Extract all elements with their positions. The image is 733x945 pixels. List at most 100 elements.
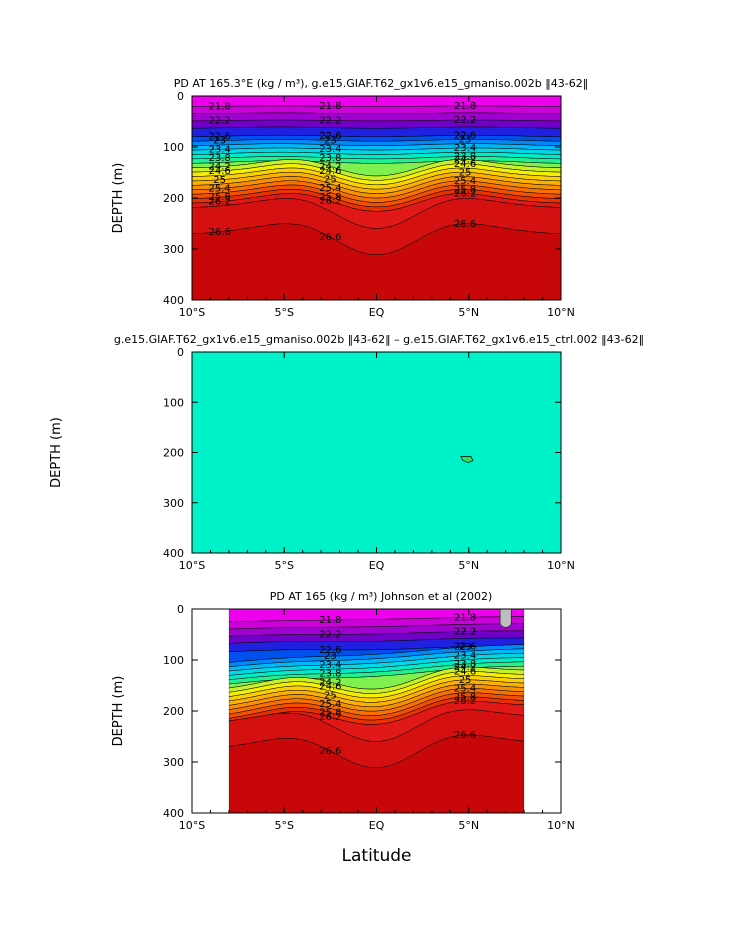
x-axis-title: Latitude xyxy=(342,846,412,866)
contour-label: 24.2 xyxy=(319,161,341,172)
contour-label: 25.8 xyxy=(209,192,231,203)
contour-label: 24.2 xyxy=(454,662,476,673)
contour-label: 23.4 xyxy=(319,144,341,155)
panel-difference: 10°S 5°S EQ 5°N 10°N 0 100 200 300 400 DEPTH (m) g.… xyxy=(49,333,644,572)
contour-label: 24.2 xyxy=(454,155,476,166)
y-tick-label: 100 xyxy=(163,396,184,409)
y-axis-title: DEPTH (m) xyxy=(111,163,126,234)
contour-label: 24.6 xyxy=(454,666,476,677)
contour-label: 23 xyxy=(213,136,226,147)
contour-label: 25 xyxy=(459,675,472,686)
contour-label: 25 xyxy=(213,175,226,186)
y-tick-label: 200 xyxy=(163,705,184,718)
y-axis-title: DEPTH (m) xyxy=(49,417,64,488)
y-tick-label: 0 xyxy=(177,90,184,103)
contour-label: 25 xyxy=(459,167,472,178)
contour-label: 26.2 xyxy=(454,696,476,707)
y-tick-label: 100 xyxy=(163,654,184,667)
contour-label: 26.2 xyxy=(319,196,341,207)
contour-label: 22.6 xyxy=(454,130,476,141)
x-tick-label: 5°N xyxy=(458,819,479,832)
density-band xyxy=(192,126,561,138)
y-axis-title: DEPTH (m) xyxy=(111,676,126,747)
contour-label: 25.4 xyxy=(209,184,231,195)
density-band xyxy=(192,112,561,122)
contour-labels: 21.8 21.8 21.822.2 22.2 22.222.6 22.6 22.623 23… xyxy=(209,101,477,243)
contour-label: 22.2 xyxy=(454,626,476,637)
y-tick-label: 0 xyxy=(177,346,184,359)
contour-label: 23.8 xyxy=(454,152,476,163)
panel-title: PD AT 165 (kg / m³) Johnson et al (2002) xyxy=(270,590,493,603)
contour-label: 25 xyxy=(324,690,337,701)
x-tick-label: EQ xyxy=(369,559,385,572)
contour-label: 26.6 xyxy=(319,746,341,757)
contour-label: 26.6 xyxy=(454,730,476,741)
contour-label: 26.6 xyxy=(454,219,476,230)
y-tick-label: 400 xyxy=(163,807,184,820)
contour-label: 24.6 xyxy=(319,166,341,177)
contour-label: 26.6 xyxy=(209,227,231,238)
contour-label: 23.4 xyxy=(209,144,231,155)
contour-label: 25.4 xyxy=(454,683,476,694)
contour-label: 25 xyxy=(324,175,337,186)
x-tick-label: 10°N xyxy=(547,306,575,319)
contour-label: 22.2 xyxy=(454,115,476,126)
contour-label: 24.2 xyxy=(319,677,341,688)
contour-label: 26.2 xyxy=(209,197,231,208)
density-field xyxy=(228,609,525,813)
contour-label: 24.6 xyxy=(319,682,341,693)
x-tick-label: 5°S xyxy=(275,559,294,572)
density-band xyxy=(192,223,561,300)
contour-label: 23.8 xyxy=(209,153,231,164)
contour-label: 22.2 xyxy=(319,116,341,127)
contour-label: 23.4 xyxy=(319,660,341,671)
contour-label: 25.8 xyxy=(319,708,341,719)
contour-label: 24.6 xyxy=(454,159,476,170)
contour-label: 23.8 xyxy=(454,659,476,670)
y-tick-label: 200 xyxy=(163,447,184,460)
contour-label: 25.4 xyxy=(319,183,341,194)
contour-label: 21.8 xyxy=(319,101,341,112)
contour-label: 25.4 xyxy=(319,699,341,710)
contour-label: 21.8 xyxy=(454,101,476,112)
x-tick-label: 10°S xyxy=(179,306,205,319)
contour-label: 26.6 xyxy=(319,232,341,243)
density-field xyxy=(192,96,561,300)
contour-label: 22.6 xyxy=(454,642,476,653)
contour-label: 25.8 xyxy=(319,192,341,203)
contour-label: 24.6 xyxy=(209,166,231,177)
contour-label: 22.2 xyxy=(209,116,231,127)
contour-label: 26.2 xyxy=(319,712,341,723)
y-tick-label: 400 xyxy=(163,294,184,307)
x-tick-label: 10°N xyxy=(547,559,575,572)
panel-model-density: 21.8 21.8 21.822.2 22.2 22.222.6 22.6 22.623 23… xyxy=(111,77,588,319)
x-tick-label: 5°S xyxy=(275,306,294,319)
contour-label: 23.4 xyxy=(454,143,476,154)
y-tick-label: 100 xyxy=(163,141,184,154)
panel-title: PD AT 165.3°E (kg / m³), g.e15.GIAF.T62_… xyxy=(174,77,588,90)
x-tick-label: 10°S xyxy=(179,819,205,832)
contour-label: 23.8 xyxy=(319,153,341,164)
contour-label: 23 xyxy=(459,135,472,146)
contour-label: 25.8 xyxy=(454,692,476,703)
y-tick-label: 300 xyxy=(163,756,184,769)
difference-patch xyxy=(460,456,474,463)
x-tick-label: EQ xyxy=(369,819,385,832)
contour-label: 23.4 xyxy=(454,651,476,662)
contour-label: 22.6 xyxy=(319,645,341,656)
contour-label: 21.8 xyxy=(454,612,476,623)
x-tick-label: 5°N xyxy=(458,559,479,572)
panel-title: g.e15.GIAF.T62_gx1v6.e15_gmaniso.002b ‖4… xyxy=(114,333,644,346)
missing-data-patch xyxy=(499,608,512,628)
contour-label: 26.2 xyxy=(454,189,476,200)
contour-label: 23 xyxy=(459,642,472,653)
x-tick-label: 5°N xyxy=(458,306,479,319)
contour-label: 23 xyxy=(324,135,337,146)
y-tick-label: 300 xyxy=(163,243,184,256)
density-band xyxy=(192,105,561,114)
density-band xyxy=(228,734,525,813)
x-tick-label: 10°N xyxy=(547,819,575,832)
contour-label: 21.8 xyxy=(319,615,341,626)
panel-johnson-observations: 21.8 21.822.2 22.222.6 22.6232323.423.423.8… xyxy=(111,590,575,866)
